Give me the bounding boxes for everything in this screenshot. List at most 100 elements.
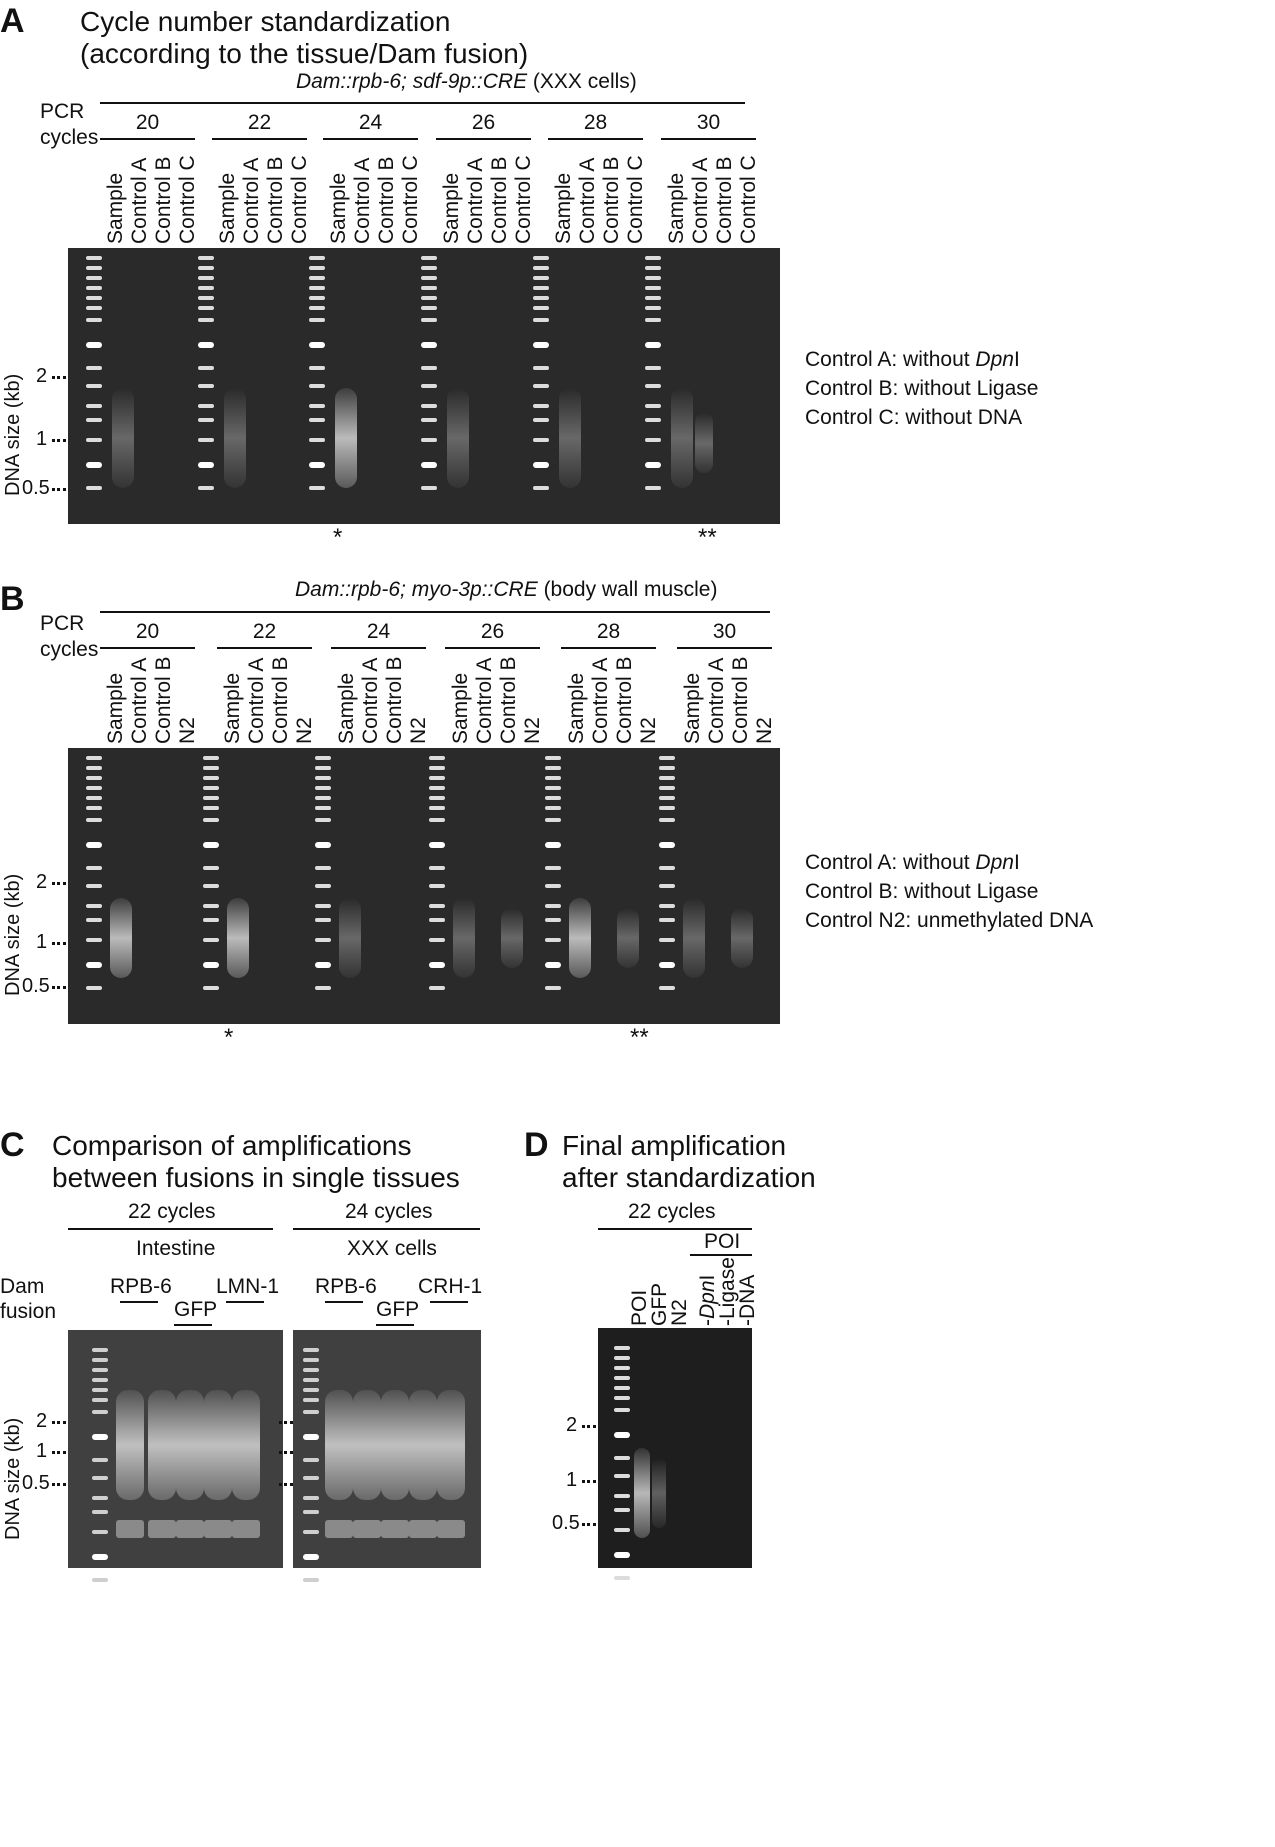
ladder-band <box>421 418 437 422</box>
panel-d-title-line1: Final amplification <box>562 1130 787 1161</box>
amplification-smear <box>204 1390 232 1500</box>
ladder-band <box>659 756 675 760</box>
panel-c-right-crh1-bar <box>430 1301 468 1303</box>
ladder-band <box>86 904 102 908</box>
lane-label: Control A <box>128 657 151 744</box>
panel-d-poi-group: POI <box>704 1230 741 1253</box>
ladder-band <box>309 266 325 270</box>
amplification-smear <box>325 1390 353 1500</box>
lane-label: Control B <box>152 156 175 244</box>
panel-b-star-single: * <box>224 1024 234 1051</box>
primer-dimer-band <box>409 1520 437 1538</box>
ladder-band <box>421 486 437 490</box>
cycle-group-bar <box>212 138 307 140</box>
lane-label: N2 <box>521 717 544 744</box>
ladder-band <box>203 866 219 870</box>
ladder-band <box>421 266 437 270</box>
lane-label: N2 <box>753 717 776 744</box>
panel-b-legend-control-a: Control A: without DpnI <box>805 848 1093 877</box>
ladder-band <box>86 318 102 322</box>
cycle-number: 30 <box>696 111 721 134</box>
ladder-band <box>421 384 437 388</box>
panel-a-tick-1: 1 <box>36 428 48 450</box>
ladder-band <box>614 1432 630 1438</box>
panel-a-legend: Control A: without DpnI Control B: witho… <box>805 345 1038 432</box>
ladder-band <box>92 1368 108 1372</box>
ladder-band <box>429 796 445 800</box>
panel-c-right-fusion-gfp: GFP <box>376 1298 420 1321</box>
ladder-band <box>315 776 331 780</box>
panel-c-mid-tick-05-dots <box>279 1483 293 1486</box>
panel-a-star-double: ** <box>698 524 717 551</box>
ladder-band <box>198 384 214 388</box>
ladder-band <box>198 438 214 442</box>
lane-label: Control B <box>613 656 636 744</box>
ladder-band <box>309 286 325 290</box>
ladder-band <box>315 756 331 760</box>
panel-c-left-tissue: Intestine <box>136 1237 216 1260</box>
ladder-band <box>533 462 549 468</box>
panel-b-legend-control-n2: Control N2: unmethylated DNA <box>805 909 1094 932</box>
ladder-band <box>614 1474 630 1478</box>
panel-c-mid-tick-1-dots <box>279 1451 293 1454</box>
ladder-band <box>309 296 325 300</box>
ladder-band <box>533 418 549 422</box>
ladder-band <box>614 1408 630 1412</box>
lane-label: Sample <box>440 172 463 244</box>
panel-a-tick-1-dots <box>52 439 66 442</box>
panel-b-tick-2-dots <box>52 882 66 885</box>
ladder-band <box>198 306 214 310</box>
lane-label: Control C <box>737 155 760 244</box>
ladder-band <box>614 1528 630 1532</box>
ladder-band <box>315 938 331 942</box>
lane-label: Control A <box>240 157 263 244</box>
ladder-band <box>303 1378 319 1382</box>
ladder-band <box>203 842 219 848</box>
ladder-band <box>614 1376 630 1380</box>
sample-smear <box>224 388 246 488</box>
legend-enzyme-suffix: I <box>1013 348 1020 371</box>
panel-a-letter: A <box>0 2 25 40</box>
panel-a-tick-2-dots <box>52 376 66 379</box>
ladder-band <box>429 904 445 908</box>
ladder-band <box>659 786 675 790</box>
ladder-band <box>645 404 661 408</box>
primer-dimer-band <box>353 1520 381 1538</box>
ladder-band <box>198 404 214 408</box>
panel-d-letter: D <box>524 1126 549 1164</box>
lane-label: Control A <box>473 657 496 744</box>
panel-a-title-line1: Cycle number standardization <box>80 6 451 37</box>
ladder-band <box>86 256 102 260</box>
cycle-group-bar <box>100 138 195 140</box>
panel-d-tick-1-dots <box>582 1480 596 1483</box>
ladder-band <box>86 986 102 990</box>
cycle-number: 20 <box>135 111 160 134</box>
ladder-band <box>309 366 325 370</box>
ladder-band <box>303 1410 319 1414</box>
ladder-band <box>533 384 549 388</box>
sample-smear <box>671 388 693 488</box>
ladder-band <box>92 1434 108 1440</box>
panel-d-tick-05-dots <box>582 1523 596 1526</box>
ladder-band <box>303 1348 319 1352</box>
panel-d-lane-n2: N2 <box>668 1299 691 1326</box>
ladder-band <box>533 486 549 490</box>
ladder-band <box>429 962 445 968</box>
ladder-band <box>203 756 219 760</box>
ladder-band <box>533 342 549 348</box>
ladder-band <box>198 342 214 348</box>
ladder-band <box>645 486 661 490</box>
ladder-band <box>86 884 102 888</box>
ladder-band <box>429 842 445 848</box>
ladder-band <box>421 296 437 300</box>
ladder-band <box>533 366 549 370</box>
panel-a-tick-05-dots <box>52 488 66 491</box>
ladder-band <box>533 404 549 408</box>
ladder-band <box>315 806 331 810</box>
ladder-band <box>86 796 102 800</box>
cycle-group-bar <box>677 647 772 649</box>
ladder-band <box>429 766 445 770</box>
lane-label: Sample <box>565 672 588 744</box>
ladder-band <box>198 418 214 422</box>
ladder-band <box>92 1530 108 1534</box>
